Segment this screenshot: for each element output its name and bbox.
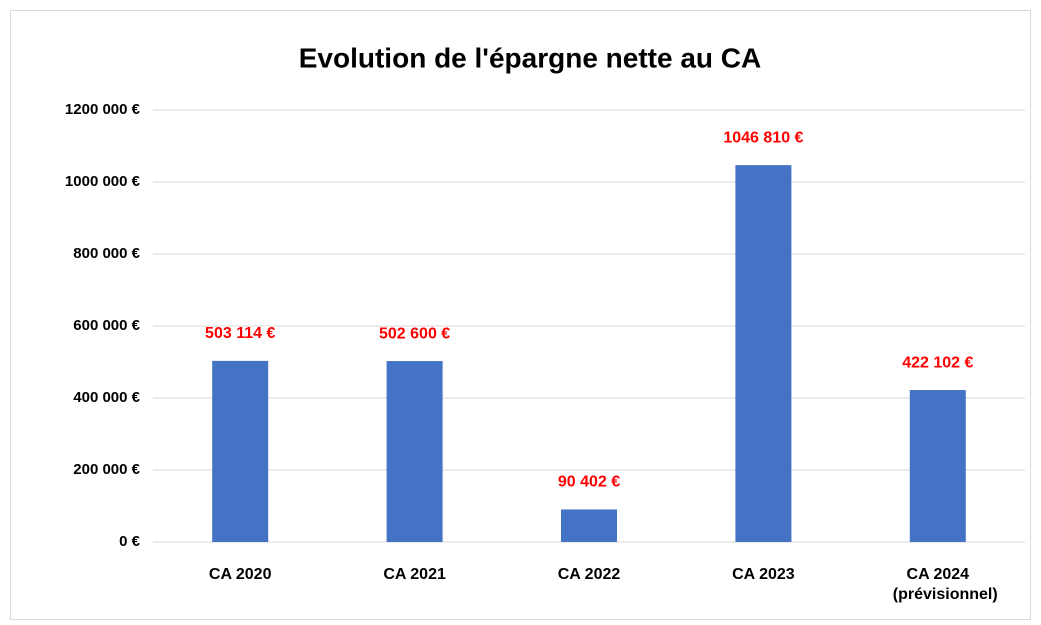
y-tick-label: 400 000 € xyxy=(73,389,140,406)
y-tick-label: 1000 000 € xyxy=(65,173,141,190)
bar xyxy=(909,390,966,542)
value-label: 503 114 € xyxy=(205,325,275,342)
x-tick-label: CA 2020 xyxy=(208,566,272,583)
x-tick-label: CA 2024 (prévisionnel) xyxy=(892,566,998,603)
bar xyxy=(212,360,269,542)
bar xyxy=(386,361,443,542)
bar xyxy=(735,165,792,542)
value-label: 422 102 € xyxy=(902,354,973,371)
x-tick-label: CA 2022 xyxy=(557,566,621,583)
x-tick-label: CA 2023 xyxy=(732,566,795,583)
value-label: 1046 810 € xyxy=(723,129,803,146)
y-tick-label: 0 € xyxy=(119,533,141,550)
y-tick-label: 600 000 € xyxy=(73,317,140,334)
y-tick-label: 200 000 € xyxy=(73,461,140,478)
chart-border xyxy=(10,10,1031,620)
chart-title: Evolution de l'épargne nette au CA xyxy=(299,42,762,73)
value-label: 502 600 € xyxy=(379,325,450,342)
bar xyxy=(561,509,617,542)
y-tick-label: 1200 000 € xyxy=(65,101,141,118)
x-tick-label: CA 2021 xyxy=(383,566,446,583)
y-tick-label: 800 000 € xyxy=(73,245,140,262)
value-label: 90 402 € xyxy=(558,474,620,491)
